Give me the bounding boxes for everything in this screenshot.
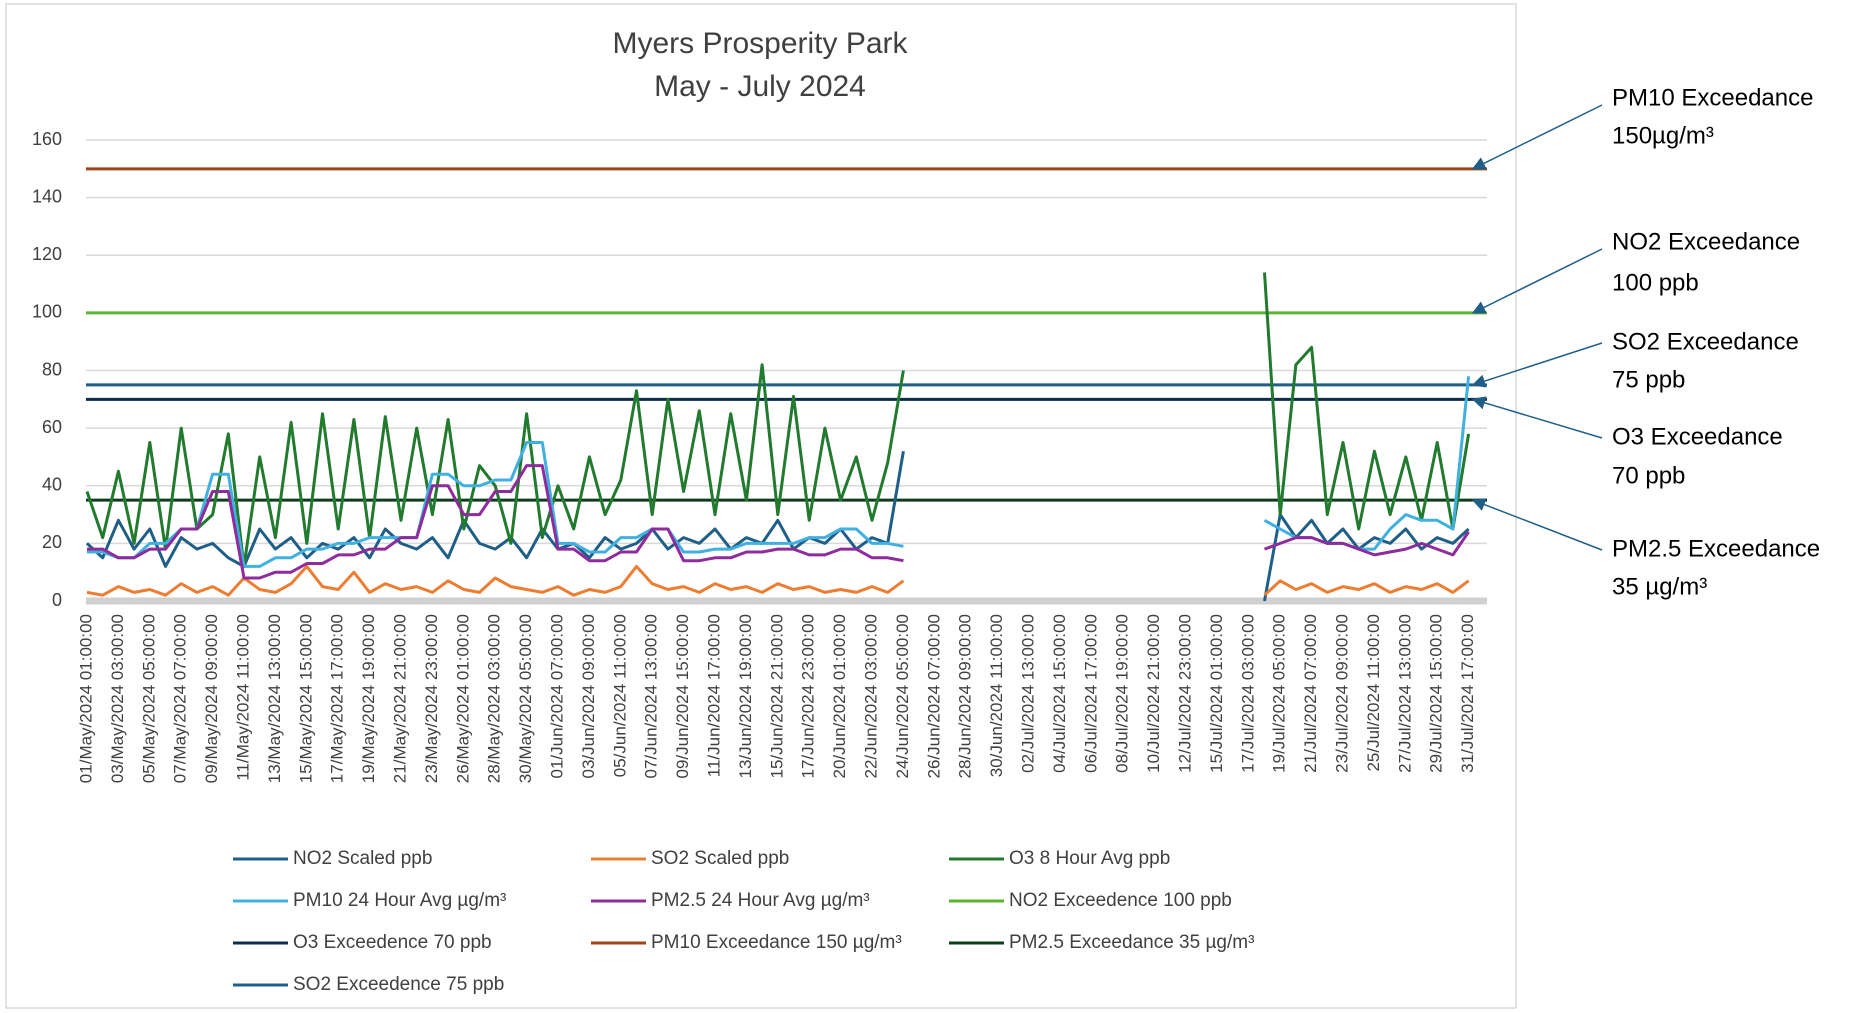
x-tick-label: 12/Jul/2024 23:00:00 <box>1175 614 1194 773</box>
legend-label: PM2.5 24 Hour Avg µg/m³ <box>651 890 870 911</box>
x-tick-label: 07/May/2024 07:00:00 <box>171 614 190 783</box>
series-line <box>85 272 1471 568</box>
legend-label: PM2.5 Exceedance 35 µg/m³ <box>1009 932 1254 953</box>
annotation-text: 150µg/m³ <box>1612 122 1714 149</box>
y-tick-label: 60 <box>42 417 62 437</box>
annotation-arrow <box>1471 248 1603 314</box>
x-tick-label: 07/Jun/2024 13:00:00 <box>642 614 661 778</box>
x-tick-label: 29/Jul/2024 15:00:00 <box>1427 614 1446 773</box>
x-tick-label: 13/Jun/2024 19:00:00 <box>736 614 755 778</box>
x-tick-label: 08/Jul/2024 19:00:00 <box>1113 614 1132 773</box>
x-tick-label: 28/Jun/2024 09:00:00 <box>956 614 975 778</box>
annotation-text: 70 ppb <box>1612 462 1685 489</box>
x-tick-label: 30/Jun/2024 11:00:00 <box>987 614 1006 777</box>
x-tick-label: 17/May/2024 17:00:00 <box>328 614 347 783</box>
x-tick-label: 11/Jun/2024 17:00:00 <box>704 614 723 777</box>
x-tick-label: 24/Jun/2024 05:00:00 <box>893 614 912 778</box>
legend-label: PM10 24 Hour Avg µg/m³ <box>293 890 506 911</box>
x-tick-label: 17/Jul/2024 03:00:00 <box>1238 614 1257 773</box>
x-tick-label: 21/Jul/2024 07:00:00 <box>1301 614 1320 773</box>
x-tick-label: 09/May/2024 09:00:00 <box>202 614 221 783</box>
legend-label: SO2 Scaled ppb <box>651 848 789 869</box>
x-tick-label: 26/Jun/2024 07:00:00 <box>924 614 943 778</box>
legend-label: O3 Exceedence 70 ppb <box>293 932 492 953</box>
x-tick-label: 19/Jul/2024 05:00:00 <box>1270 614 1289 773</box>
x-tick-label: 04/Jul/2024 15:00:00 <box>1050 614 1069 773</box>
x-tick-label: 15/Jun/2024 21:00:00 <box>767 614 786 778</box>
x-tick-label: 01/May/2024 01:00:00 <box>76 614 95 783</box>
x-tick-label: 27/Jul/2024 13:00:00 <box>1395 614 1414 773</box>
annotation-arrow <box>1471 342 1603 388</box>
y-tick-label: 80 <box>42 359 62 379</box>
annotation-text: PM2.5 Exceedance <box>1612 535 1820 562</box>
y-tick-label: 140 <box>32 186 62 206</box>
x-tick-label: 03/May/2024 03:00:00 <box>108 614 127 783</box>
annotation-arrow <box>1471 498 1603 551</box>
legend-label: NO2 Scaled ppb <box>293 848 432 869</box>
legend-label: NO2 Exceedence 100 ppb <box>1009 890 1232 911</box>
x-tick-label: 30/May/2024 05:00:00 <box>516 614 535 783</box>
x-tick-label: 15/May/2024 15:00:00 <box>296 614 315 783</box>
x-tick-label: 31/Jul/2024 17:00:00 <box>1458 614 1477 773</box>
series-line <box>86 564 1470 597</box>
y-tick-label: 0 <box>52 590 62 610</box>
annotation-arrow <box>1471 104 1603 170</box>
x-tick-label: 13/May/2024 13:00:00 <box>265 614 284 783</box>
x-tick-label: 21/May/2024 21:00:00 <box>390 614 409 783</box>
y-tick-label: 160 <box>32 129 62 149</box>
series-line <box>85 450 1470 602</box>
legend-label: O3 8 Hour Avg ppb <box>1009 848 1170 869</box>
chart-title: Myers Prosperity Park <box>612 27 908 60</box>
annotation-text: PM10 Exceedance <box>1612 84 1813 111</box>
x-tick-label: 23/Jul/2024 09:00:00 <box>1332 614 1351 773</box>
x-tick-label: 20/Jun/2024 01:00:00 <box>830 614 849 778</box>
y-tick-label: 40 <box>42 475 62 495</box>
y-tick-label: 20 <box>42 532 62 552</box>
annotation-text: 75 ppb <box>1612 366 1685 393</box>
x-tick-label: 22/Jun/2024 03:00:00 <box>861 614 880 778</box>
x-tick-label: 28/May/2024 03:00:00 <box>485 614 504 783</box>
annotation-text: 35 µg/m³ <box>1612 573 1707 600</box>
x-tick-label: 09/Jun/2024 15:00:00 <box>673 614 692 778</box>
x-tick-label: 11/May/2024 11:00:00 <box>233 614 252 781</box>
x-tick-label: 10/Jul/2024 21:00:00 <box>1144 614 1163 773</box>
x-tick-label: 25/Jul/2024 11:00:00 <box>1364 614 1383 772</box>
x-tick-label: 01/Jun/2024 07:00:00 <box>547 614 566 778</box>
x-tick-label: 17/Jun/2024 23:00:00 <box>799 614 818 778</box>
annotation-text: SO2 Exceedance <box>1612 328 1799 355</box>
y-tick-label: 120 <box>32 244 62 264</box>
x-tick-label: 06/Jul/2024 17:00:00 <box>1081 614 1100 773</box>
chart-frame <box>5 3 1517 1009</box>
x-tick-label: 15/Jul/2024 01:00:00 <box>1207 614 1226 773</box>
x-tick-label: 05/May/2024 05:00:00 <box>139 614 158 783</box>
x-tick-label: 05/Jun/2024 11:00:00 <box>610 614 629 777</box>
annotation-text: 100 ppb <box>1612 269 1699 296</box>
x-tick-label: 23/May/2024 23:00:00 <box>422 614 441 783</box>
x-tick-label: 03/Jun/2024 09:00:00 <box>579 614 598 778</box>
annotation-text: NO2 Exceedance <box>1612 228 1800 255</box>
legend-label: SO2 Exceedence 75 ppb <box>293 974 504 995</box>
x-tick-label: 19/May/2024 19:00:00 <box>359 614 378 783</box>
series-line <box>87 464 1470 580</box>
x-tick-label: 02/Jul/2024 13:00:00 <box>1018 614 1037 773</box>
annotation-arrow <box>1471 396 1603 439</box>
y-tick-label: 100 <box>32 302 62 322</box>
x-tick-label: 26/May/2024 01:00:00 <box>453 614 472 783</box>
annotation-text: O3 Exceedance <box>1612 423 1783 450</box>
legend-label: PM10 Exceedance 150 µg/m³ <box>651 932 902 953</box>
chart-title: May - July 2024 <box>654 70 866 103</box>
